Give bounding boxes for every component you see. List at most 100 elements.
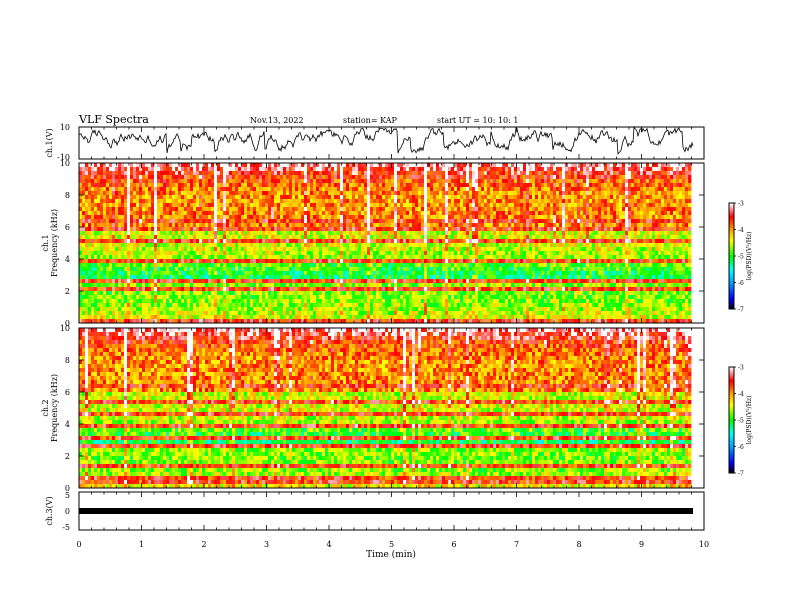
spectrogram-cell (289, 211, 293, 216)
spectrogram-cell (571, 247, 575, 252)
spectrogram-cell (352, 211, 356, 216)
spectrogram-cell (652, 227, 656, 232)
spectrogram-cell (463, 183, 467, 188)
spectrogram-cell (214, 179, 218, 184)
spectrogram-cell (313, 163, 317, 168)
spectrogram-cell (271, 247, 275, 252)
spectrogram-cell (487, 215, 491, 220)
spectrogram-cell (556, 239, 560, 244)
spectrogram-cell (547, 211, 551, 216)
spectrogram-cell (379, 219, 383, 224)
spectrogram-cell (106, 251, 110, 256)
spectrogram-cell (625, 191, 629, 196)
spectrogram-cell (595, 227, 599, 232)
spectrogram-cell (595, 215, 599, 220)
spectrogram-cell (373, 191, 377, 196)
spectrogram-cell (673, 203, 677, 208)
spectrogram-cell (478, 195, 482, 200)
spectrogram-cell (442, 179, 446, 184)
spectrogram-cell (619, 227, 623, 232)
spectrogram-cell (379, 243, 383, 248)
spectrogram-cell (631, 175, 635, 180)
spectrogram-cell (169, 163, 173, 168)
spectrogram-cell (136, 239, 140, 244)
spectrogram-cell (364, 187, 368, 192)
spectrogram-cell (493, 247, 497, 252)
spectrogram-cell (304, 255, 308, 260)
spectrogram-cell (604, 163, 608, 168)
spectrogram-cell (214, 215, 218, 220)
spectrogram-cell (124, 195, 128, 200)
spectrogram-cell (241, 183, 245, 188)
spectrogram-cell (640, 207, 644, 212)
spectrogram-cell (202, 247, 206, 252)
spectrogram-cell (100, 247, 104, 252)
spectrogram-cell (511, 191, 515, 196)
spectrogram-cell (226, 163, 230, 168)
spectrogram-cell (352, 195, 356, 200)
spectrogram-cell (688, 251, 692, 256)
spectrogram-cell (499, 187, 503, 192)
spectrogram-cell (571, 195, 575, 200)
spectrogram-cell (85, 247, 89, 252)
spectrogram-cell (199, 227, 203, 232)
spectrogram-cell (655, 251, 659, 256)
spectrogram-cell (442, 223, 446, 228)
spectrogram-cell (592, 199, 596, 204)
spectrogram-cell (685, 163, 689, 168)
spectrogram-cell (571, 239, 575, 244)
spectrogram-cell (454, 187, 458, 192)
spectrogram-cell (376, 191, 380, 196)
spectrogram-cell (547, 199, 551, 204)
spectrogram-cell (316, 231, 320, 236)
spectrogram-cell (91, 203, 95, 208)
spectrogram-cell (232, 191, 236, 196)
spectrogram-cell (247, 247, 251, 252)
spectrogram-cell (214, 195, 218, 200)
spectrogram-cell (586, 255, 590, 260)
spectrogram-cell (361, 203, 365, 208)
spectrogram-cell (235, 235, 239, 240)
spectrogram-cell (547, 231, 551, 236)
spectrogram-cell (262, 247, 266, 252)
spectrogram-cell (301, 179, 305, 184)
spectrogram-cell (163, 191, 167, 196)
spectrogram-cell (223, 235, 227, 240)
spectrogram-cell (118, 223, 122, 228)
spectrogram-cell (568, 243, 572, 248)
spectrogram-cell (259, 175, 263, 180)
spectrogram-cell (247, 179, 251, 184)
spectrogram-cell (673, 219, 677, 224)
spectrogram-cell (616, 175, 620, 180)
spectrogram-cell (265, 195, 269, 200)
spectrogram-cell (583, 215, 587, 220)
spectrogram-cell (364, 223, 368, 228)
spectrogram-cell (331, 251, 335, 256)
spectrogram-cell (418, 175, 422, 180)
spectrogram-cell (418, 219, 422, 224)
spectrogram-cell (430, 167, 434, 172)
spectrogram-cell (253, 247, 257, 252)
spectrogram-cell (601, 247, 605, 252)
spectrogram-cell (277, 219, 281, 224)
spectrogram-cell (538, 239, 542, 244)
spectrogram-cell (679, 239, 683, 244)
spectrogram-cell (682, 235, 686, 240)
spectrogram-cell (577, 239, 581, 244)
spectrogram-cell (244, 215, 248, 220)
spectrogram-cell (508, 203, 512, 208)
spectrogram-cell (205, 183, 209, 188)
spectrogram-cell (676, 171, 680, 176)
spectrogram-cell (316, 187, 320, 192)
spectrogram-cell (652, 203, 656, 208)
spectrogram-cell (238, 247, 242, 252)
spectrogram-cell (553, 187, 557, 192)
spectrogram-cell (577, 223, 581, 228)
spectrogram-cell (322, 187, 326, 192)
spectrogram-cell (298, 175, 302, 180)
spectrogram-cell (544, 179, 548, 184)
spectrogram-cell (535, 179, 539, 184)
spectrogram-cell (562, 231, 566, 236)
spectrogram-cell (457, 215, 461, 220)
spectrogram-cell (568, 223, 572, 228)
